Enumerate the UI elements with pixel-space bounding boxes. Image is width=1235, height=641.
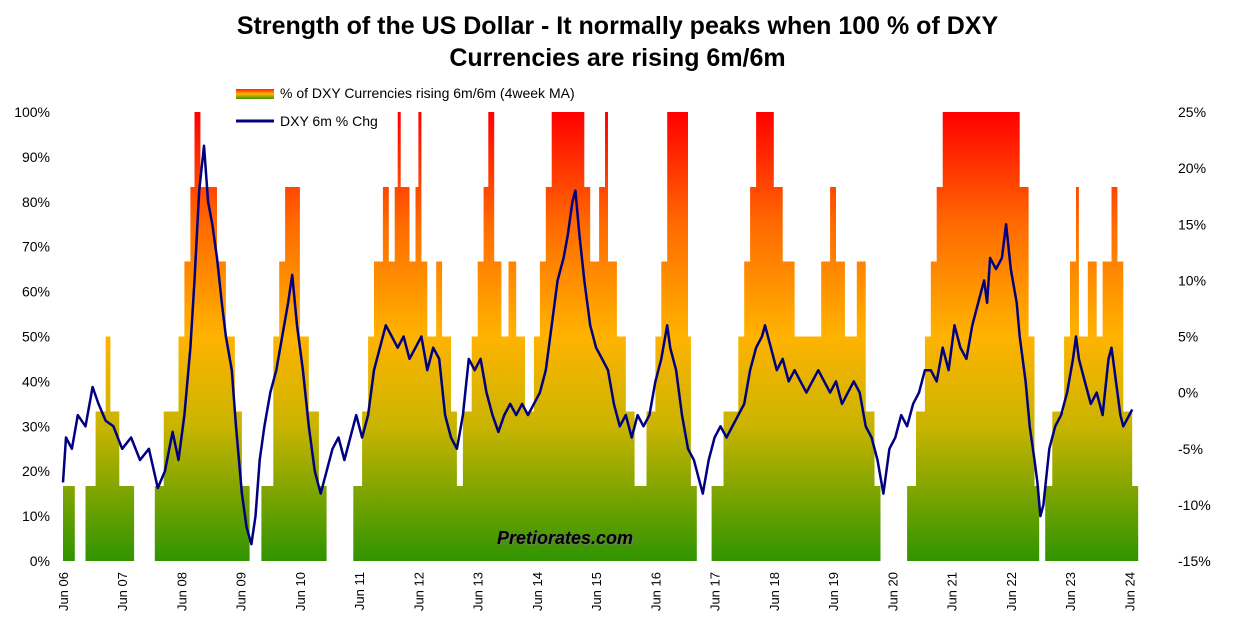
area-series [63, 112, 1139, 561]
left-tick-label: 90% [22, 149, 50, 165]
right-tick-label: 15% [1178, 216, 1206, 232]
x-axis: Jun 06 Jun 07 Jun 08 Jun 09 Jun 10 Jun 11 Jun … [56, 572, 1137, 611]
right-tick-label: 5% [1178, 329, 1198, 345]
x-tick-label: Jun 09 [234, 572, 249, 611]
x-tick-label: Jun 17 [708, 572, 723, 611]
left-tick-label: 40% [22, 373, 50, 389]
left-tick-label: 0% [30, 553, 50, 569]
x-tick-label: Jun 19 [826, 572, 841, 611]
right-tick-label: 10% [1178, 272, 1206, 288]
line-series [61, 144, 1134, 546]
x-tick-label: Jun 13 [471, 572, 486, 611]
right-tick-label: -10% [1178, 497, 1211, 513]
x-tick-label: Jun 21 [945, 572, 960, 611]
x-tick-label: Jun 24 [1122, 572, 1137, 611]
x-tick-label: Jun 12 [411, 572, 426, 611]
chart-title-line-2: Currencies are rising 6m/6m [449, 44, 786, 72]
right-tick-label: -15% [1178, 553, 1211, 569]
legend-swatch-area [236, 89, 274, 99]
left-tick-label: 100% [14, 104, 50, 120]
watermark: Pretiorates.com [497, 528, 634, 548]
x-tick-label: Jun 23 [1063, 572, 1078, 611]
left-tick-label: 60% [22, 284, 50, 300]
left-tick-label: 50% [22, 329, 50, 345]
right-tick-label: -5% [1178, 441, 1203, 457]
x-tick-label: Jun 15 [589, 572, 604, 611]
x-tick-label: Jun 06 [56, 572, 71, 611]
x-tick-label: Jun 14 [530, 572, 545, 611]
x-tick-label: Jun 08 [175, 572, 190, 611]
left-tick-label: 80% [22, 194, 50, 210]
x-tick-label: Jun 20 [885, 572, 900, 611]
legend-label-line: DXY 6m % Chg [280, 113, 378, 129]
chart-title: Strength of the US Dollar - It normally … [0, 10, 1235, 74]
legend-label-area: % of DXY Currencies rising 6m/6m (4week … [280, 85, 575, 101]
left-tick-label: 10% [22, 508, 50, 524]
x-tick-label: Jun 16 [648, 572, 663, 611]
left-tick-label: 20% [22, 463, 50, 479]
right-tick-label: 20% [1178, 160, 1206, 176]
left-axis: 0% 10% 20% 30% 40% 50% 60% 70% 80% 90% 100% [14, 104, 50, 569]
dxy-line [61, 144, 1134, 546]
x-tick-label: Jun 10 [293, 572, 308, 611]
chart-title-line-1: Strength of the US Dollar - It normally … [236, 12, 999, 40]
x-tick-label: Jun 07 [115, 572, 130, 611]
left-tick-label: 30% [22, 418, 50, 434]
right-axis: -15% -10% -5% 0% 5% 10% 15% 20% 25% [1178, 104, 1211, 569]
x-tick-label: Jun 22 [1004, 572, 1019, 611]
x-tick-label: Jun 18 [767, 572, 782, 611]
left-tick-label: 70% [22, 239, 50, 255]
area-series-fill [63, 112, 1139, 561]
right-tick-label: 0% [1178, 385, 1198, 401]
right-tick-label: 25% [1178, 104, 1206, 120]
x-tick-label: Jun 11 [352, 572, 367, 610]
